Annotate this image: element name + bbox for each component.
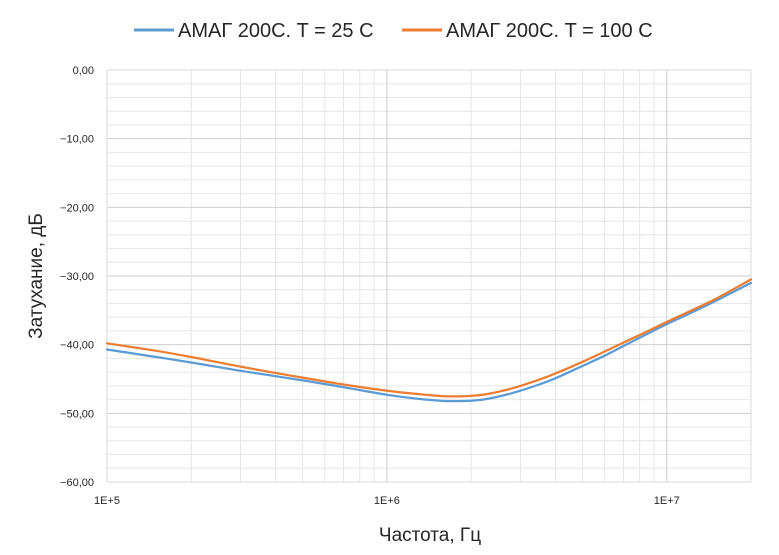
y-tick-label: −20,00 xyxy=(60,202,94,214)
plot-area-frame xyxy=(106,69,752,483)
legend-label-series-25c: АМАГ 200С. T = 25 С xyxy=(178,20,374,42)
x-tick-label: 1E+5 xyxy=(94,495,120,507)
y-tick-label: −30,00 xyxy=(60,271,94,283)
y-axis-tick-labels: 0,00 −10,00 −20,00 −30,00 −40,00 −50,00 −60,00 xyxy=(60,65,94,489)
y-axis-title: Затухание, дБ xyxy=(26,213,47,339)
x-axis-tick-labels: 1E+5 1E+6 1E+7 xyxy=(94,495,680,507)
legend-label-series-100c: АМАГ 200С. T = 100 С xyxy=(446,20,653,42)
series-lines xyxy=(105,278,753,403)
chart-legend: АМАГ 200С. T = 25 С АМАГ 200С. T = 100 С xyxy=(134,20,653,42)
y-tick-label: −10,00 xyxy=(60,134,94,146)
x-tick-label: 1E+6 xyxy=(374,495,400,507)
series-line-100c xyxy=(105,278,753,398)
x-tick-label: 1E+7 xyxy=(654,495,680,507)
y-tick-label: −60,00 xyxy=(60,477,94,489)
y-tick-label: 0,00 xyxy=(73,65,94,77)
y-tick-label: −50,00 xyxy=(60,408,94,420)
x-axis-title: Частота, Гц xyxy=(379,525,481,546)
y-tick-label: −40,00 xyxy=(60,340,94,352)
series-line-25c xyxy=(105,281,753,403)
